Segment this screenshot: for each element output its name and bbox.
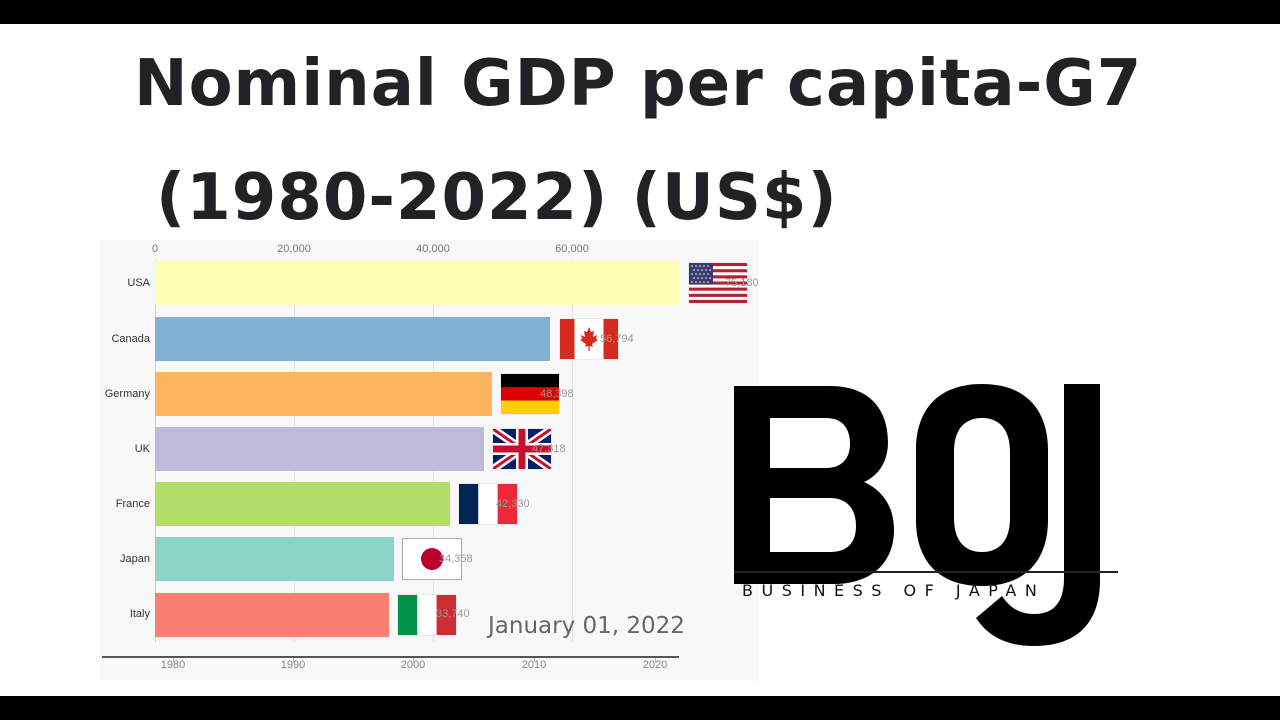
timeline-tick-1990: 1990	[280, 659, 306, 671]
boj-rule-divider	[734, 571, 1118, 573]
uk-flag-icon	[493, 429, 551, 469]
bar-canada	[155, 317, 550, 361]
value-label-uk: 47,318	[532, 443, 566, 455]
timeline-tick-2010: 2010	[521, 659, 547, 671]
value-label-usa: 75,180	[725, 277, 759, 289]
value-label-japan: 34,358	[439, 553, 473, 565]
value-label-canada: 56,794	[600, 333, 634, 345]
row-label-usa: USA	[127, 277, 150, 289]
boj-logo: BUSINESS OF JAPAN	[730, 380, 1130, 650]
japan-flag-icon	[403, 539, 461, 579]
letterbox-bottom	[0, 696, 1280, 720]
timeline-slider[interactable]	[102, 656, 679, 658]
title-line-1: Nominal GDP per capita-G7	[134, 47, 1143, 121]
bar-germany	[155, 372, 492, 416]
x-tick: 20,000	[277, 243, 311, 255]
timeline-tick-2020: 2020	[642, 659, 668, 671]
bar-uk	[155, 427, 484, 471]
timeline-tick-2000: 2000	[400, 659, 426, 671]
boj-subtitle: BUSINESS OF JAPAN	[742, 581, 1046, 600]
current-date-label: January 01, 2022	[488, 613, 685, 639]
letterbox-top	[0, 0, 1280, 24]
timeline-tick-mark	[534, 658, 535, 662]
x-tick: 60,000	[555, 243, 589, 255]
value-label-italy: 33,740	[436, 608, 470, 620]
italy-flag-icon	[398, 595, 456, 635]
row-label-france: France	[115, 498, 150, 510]
us-flag-icon	[689, 263, 747, 303]
row-label-canada: Canada	[111, 333, 150, 345]
bar-usa	[155, 261, 679, 305]
bar-italy	[155, 593, 389, 637]
boj-letters-icon	[734, 384, 1100, 646]
x-tick: 40,000	[416, 243, 450, 255]
timeline-tick-mark	[173, 658, 174, 662]
timeline-tick-mark	[655, 658, 656, 662]
row-label-germany: Germany	[104, 388, 150, 400]
row-label-italy: Italy	[129, 608, 150, 620]
timeline-tick-mark	[293, 658, 294, 662]
row-label-japan: Japan	[120, 553, 150, 565]
timeline-tick-1980: 1980	[160, 659, 186, 671]
row-label-uk: UK	[134, 443, 150, 455]
bar-japan	[155, 537, 394, 581]
value-label-france: 42,330	[496, 498, 530, 510]
germany-flag-icon	[501, 374, 559, 414]
bar-france	[155, 482, 450, 526]
value-label-germany: 48,398	[540, 388, 574, 400]
france-flag-icon	[459, 484, 517, 524]
gridline-60000	[572, 260, 573, 642]
timeline-tick-mark	[413, 658, 414, 662]
x-tick: 0	[151, 243, 159, 255]
canada-flag-icon	[560, 319, 618, 359]
title-line-2: (1980-2022) (US$)	[156, 161, 838, 235]
bar-chart-race: 0 20,000 40,000 60,000 USA 75,1	[100, 240, 759, 681]
